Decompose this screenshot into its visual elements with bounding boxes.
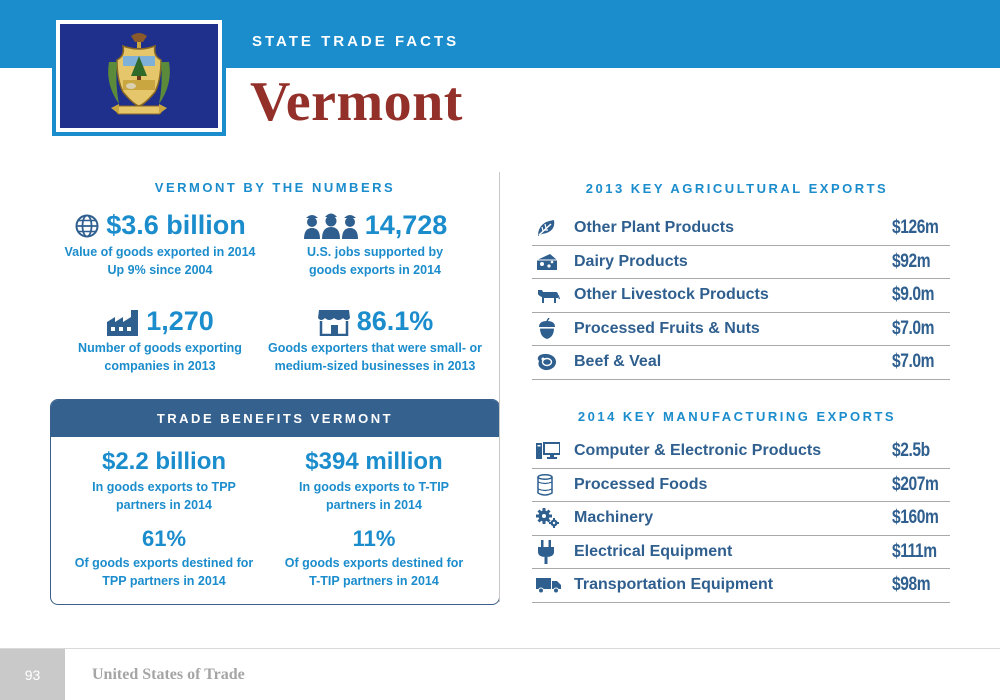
agri-heading: 2013 KEY AGRICULTURAL EXPORTS [585,181,889,196]
vermont-flag [52,16,226,136]
benefit-value: 61% [141,526,187,551]
export-value: $126m [892,217,939,239]
list-item: Processed Foods $207m [532,469,950,502]
benefit-tpp-share: 61% Of goods exports destined for TPP par… [64,526,264,590]
stat-value: 1,270 [146,306,214,336]
by-numbers-heading: VERMONT BY THE NUMBERS [154,180,396,195]
export-value: $160m [892,507,939,529]
trade-benefits-heading: TRADE BENEFITS VERMONT [51,400,499,437]
list-item: Electrical Equipment $111m [532,536,950,569]
stat-export-value: $3.6 billion Value of goods exported in … [50,210,270,279]
truck-icon [536,578,561,594]
export-label: Electrical Equipment [574,542,733,560]
workers-icon [303,213,358,239]
agri-list: Other Plant Products $126m Dairy Product… [532,212,950,380]
benefit-ttip-value: $394 million In goods exports to T-TIP pa… [274,448,474,514]
export-value: $92m [892,250,931,272]
stat-desc: Number of goods exporting companies in 20… [78,341,242,373]
export-value: $207m [892,473,939,495]
export-label: Processed Fruits & Nuts [574,319,760,337]
list-item: Other Plant Products $126m [532,212,950,246]
export-value: $98m [892,574,931,596]
benefit-value: $2.2 billion [101,448,227,475]
export-label: Other Plant Products [574,219,735,237]
cow-icon [538,290,560,304]
export-value: $2.5b [892,440,930,462]
cheese-icon [537,253,557,270]
acorn-icon [539,317,555,339]
benefit-desc: In goods exports to TPP partners in 2014 [92,480,236,512]
stat-desc: Value of goods exported in 2014 Up 9% sin… [64,245,256,277]
manu-heading: 2014 KEY MANUFACTURING EXPORTS [577,409,897,424]
publication-title: United States of Trade [92,666,245,683]
coat-of-arms-icon [108,33,170,115]
list-item: Machinery $160m [532,502,950,536]
benefit-desc: In goods exports to T-TIP partners in 201… [299,480,449,512]
kicker-text: STATE TRADE FACTS [252,33,460,50]
factory-icon [107,309,139,336]
export-label: Other Livestock Products [574,286,769,304]
stat-desc: Goods exporters that were small- or mediu… [268,341,482,373]
gears-icon [536,508,559,529]
computer-icon [536,442,560,460]
stat-value: 86.1% [356,306,434,336]
export-label: Processed Foods [574,475,708,493]
export-label: Computer & Electronic Products [574,442,822,460]
benefit-tpp-value: $2.2 billion In goods exports to TPP part… [64,448,264,514]
can-icon [537,473,553,496]
export-label: Machinery [574,509,654,527]
stat-companies: 1,270 Number of goods exporting companies… [50,306,270,375]
stat-value: $3.6 billion [106,210,246,240]
benefit-ttip-share: 11% Of goods exports destined for T-TIP p… [274,526,474,590]
export-value: $7.0m [892,317,935,339]
export-label: Beef & Veal [574,353,662,371]
stat-desc: U.S. jobs supported by goods exports in 2… [306,245,444,277]
stat-jobs: 14,728 U.S. jobs supported by goods expor… [265,210,485,279]
export-value: $7.0m [892,351,935,373]
plug-icon [538,539,554,564]
export-value: $111m [892,540,937,562]
benefit-desc: Of goods exports destined for T-TIP partn… [284,556,464,588]
page-title: Vermont [250,71,463,133]
stat-small-business: 86.1% Goods exporters that were small- o… [262,306,488,375]
benefit-desc: Of goods exports destined for TPP partner… [74,556,254,588]
storefront-icon [317,309,350,336]
list-item: Beef & Veal $7.0m [532,346,950,380]
column-divider [499,172,500,602]
list-item: Transportation Equipment $98m [532,569,950,603]
stat-value: 14,728 [364,210,448,240]
export-label: Transportation Equipment [574,576,774,594]
manu-list: Computer & Electronic Products $2.5b Pro… [532,435,950,603]
list-item: Dairy Products $92m [532,246,950,279]
globe-icon [75,214,99,237]
page-number: 93 [0,649,65,700]
plant-icon [538,220,555,237]
trade-benefits-panel: TRADE BENEFITS VERMONT $2.2 billion In g… [50,399,500,605]
list-item: Computer & Electronic Products $2.5b [532,435,950,469]
benefit-value: 11% [352,526,396,551]
list-item: Other Livestock Products $9.0m [532,279,950,313]
page-footer: 93 United States of Trade [0,648,1000,700]
steak-icon [537,354,556,371]
export-label: Dairy Products [574,252,688,270]
export-value: $9.0m [892,284,935,306]
list-item: Processed Fruits & Nuts $7.0m [532,313,950,346]
benefit-value: $394 million [305,448,443,475]
